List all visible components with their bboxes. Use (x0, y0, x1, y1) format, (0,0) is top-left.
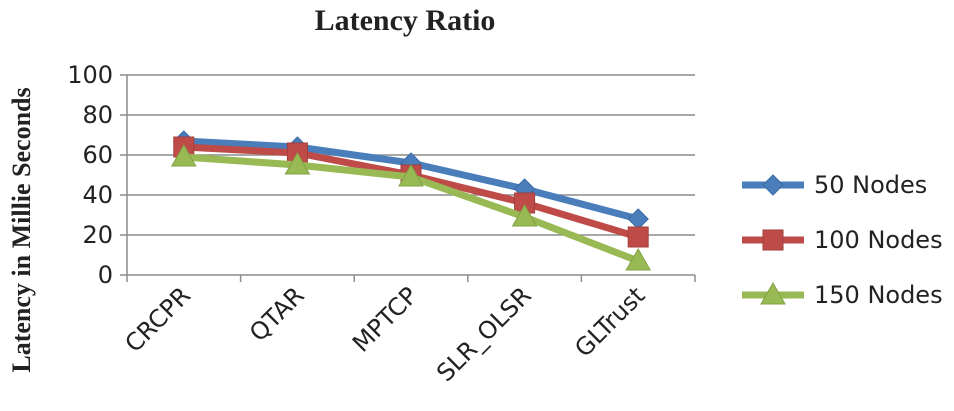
series-lines (170, 130, 652, 271)
legend-item: 50 Nodes (742, 171, 927, 199)
x-tick-labels: CRCPR QTAR MPTCP SLR_OLSR GLTrust (120, 281, 651, 387)
y-tick-label: 20 (82, 221, 113, 249)
legend-marker (762, 229, 784, 251)
y-tick-label: 0 (98, 261, 113, 289)
legend-label: 50 Nodes (814, 171, 927, 199)
x-tick-label: MPTCP (347, 281, 423, 357)
y-tick-label: 100 (67, 61, 113, 89)
y-tick-label: 80 (82, 101, 113, 129)
legend-item: 100 Nodes (742, 226, 943, 254)
legend-item: 150 Nodes (742, 281, 943, 309)
data-point-marker (170, 143, 197, 167)
legend: 50 Nodes 100 Nodes 150 Nodes (742, 171, 943, 309)
x-tick-label: QTAR (244, 281, 310, 347)
data-point-marker (627, 226, 649, 248)
x-tick-label: GLTrust (569, 281, 650, 362)
data-point-marker (625, 247, 652, 271)
legend-marker (760, 281, 786, 305)
data-point-marker (627, 208, 649, 230)
y-tick-labels: 0 20 40 60 80 100 (67, 61, 113, 289)
y-axis-label: Latency in Millie Seconds (7, 87, 36, 372)
x-tick-label: SLR_OLSR (431, 281, 537, 387)
legend-marker (762, 174, 784, 196)
data-point-marker (398, 163, 424, 187)
x-tick-label: CRCPR (120, 281, 196, 357)
y-tick-label: 60 (82, 141, 113, 169)
y-tick-label: 40 (82, 181, 113, 209)
data-point-marker (284, 151, 311, 175)
legend-label: 100 Nodes (814, 226, 943, 254)
series-3 (170, 143, 652, 271)
axes (126, 75, 696, 282)
data-point-marker (511, 203, 538, 227)
legend-label: 150 Nodes (814, 281, 943, 309)
chart-title: Latency Ratio (315, 4, 496, 37)
